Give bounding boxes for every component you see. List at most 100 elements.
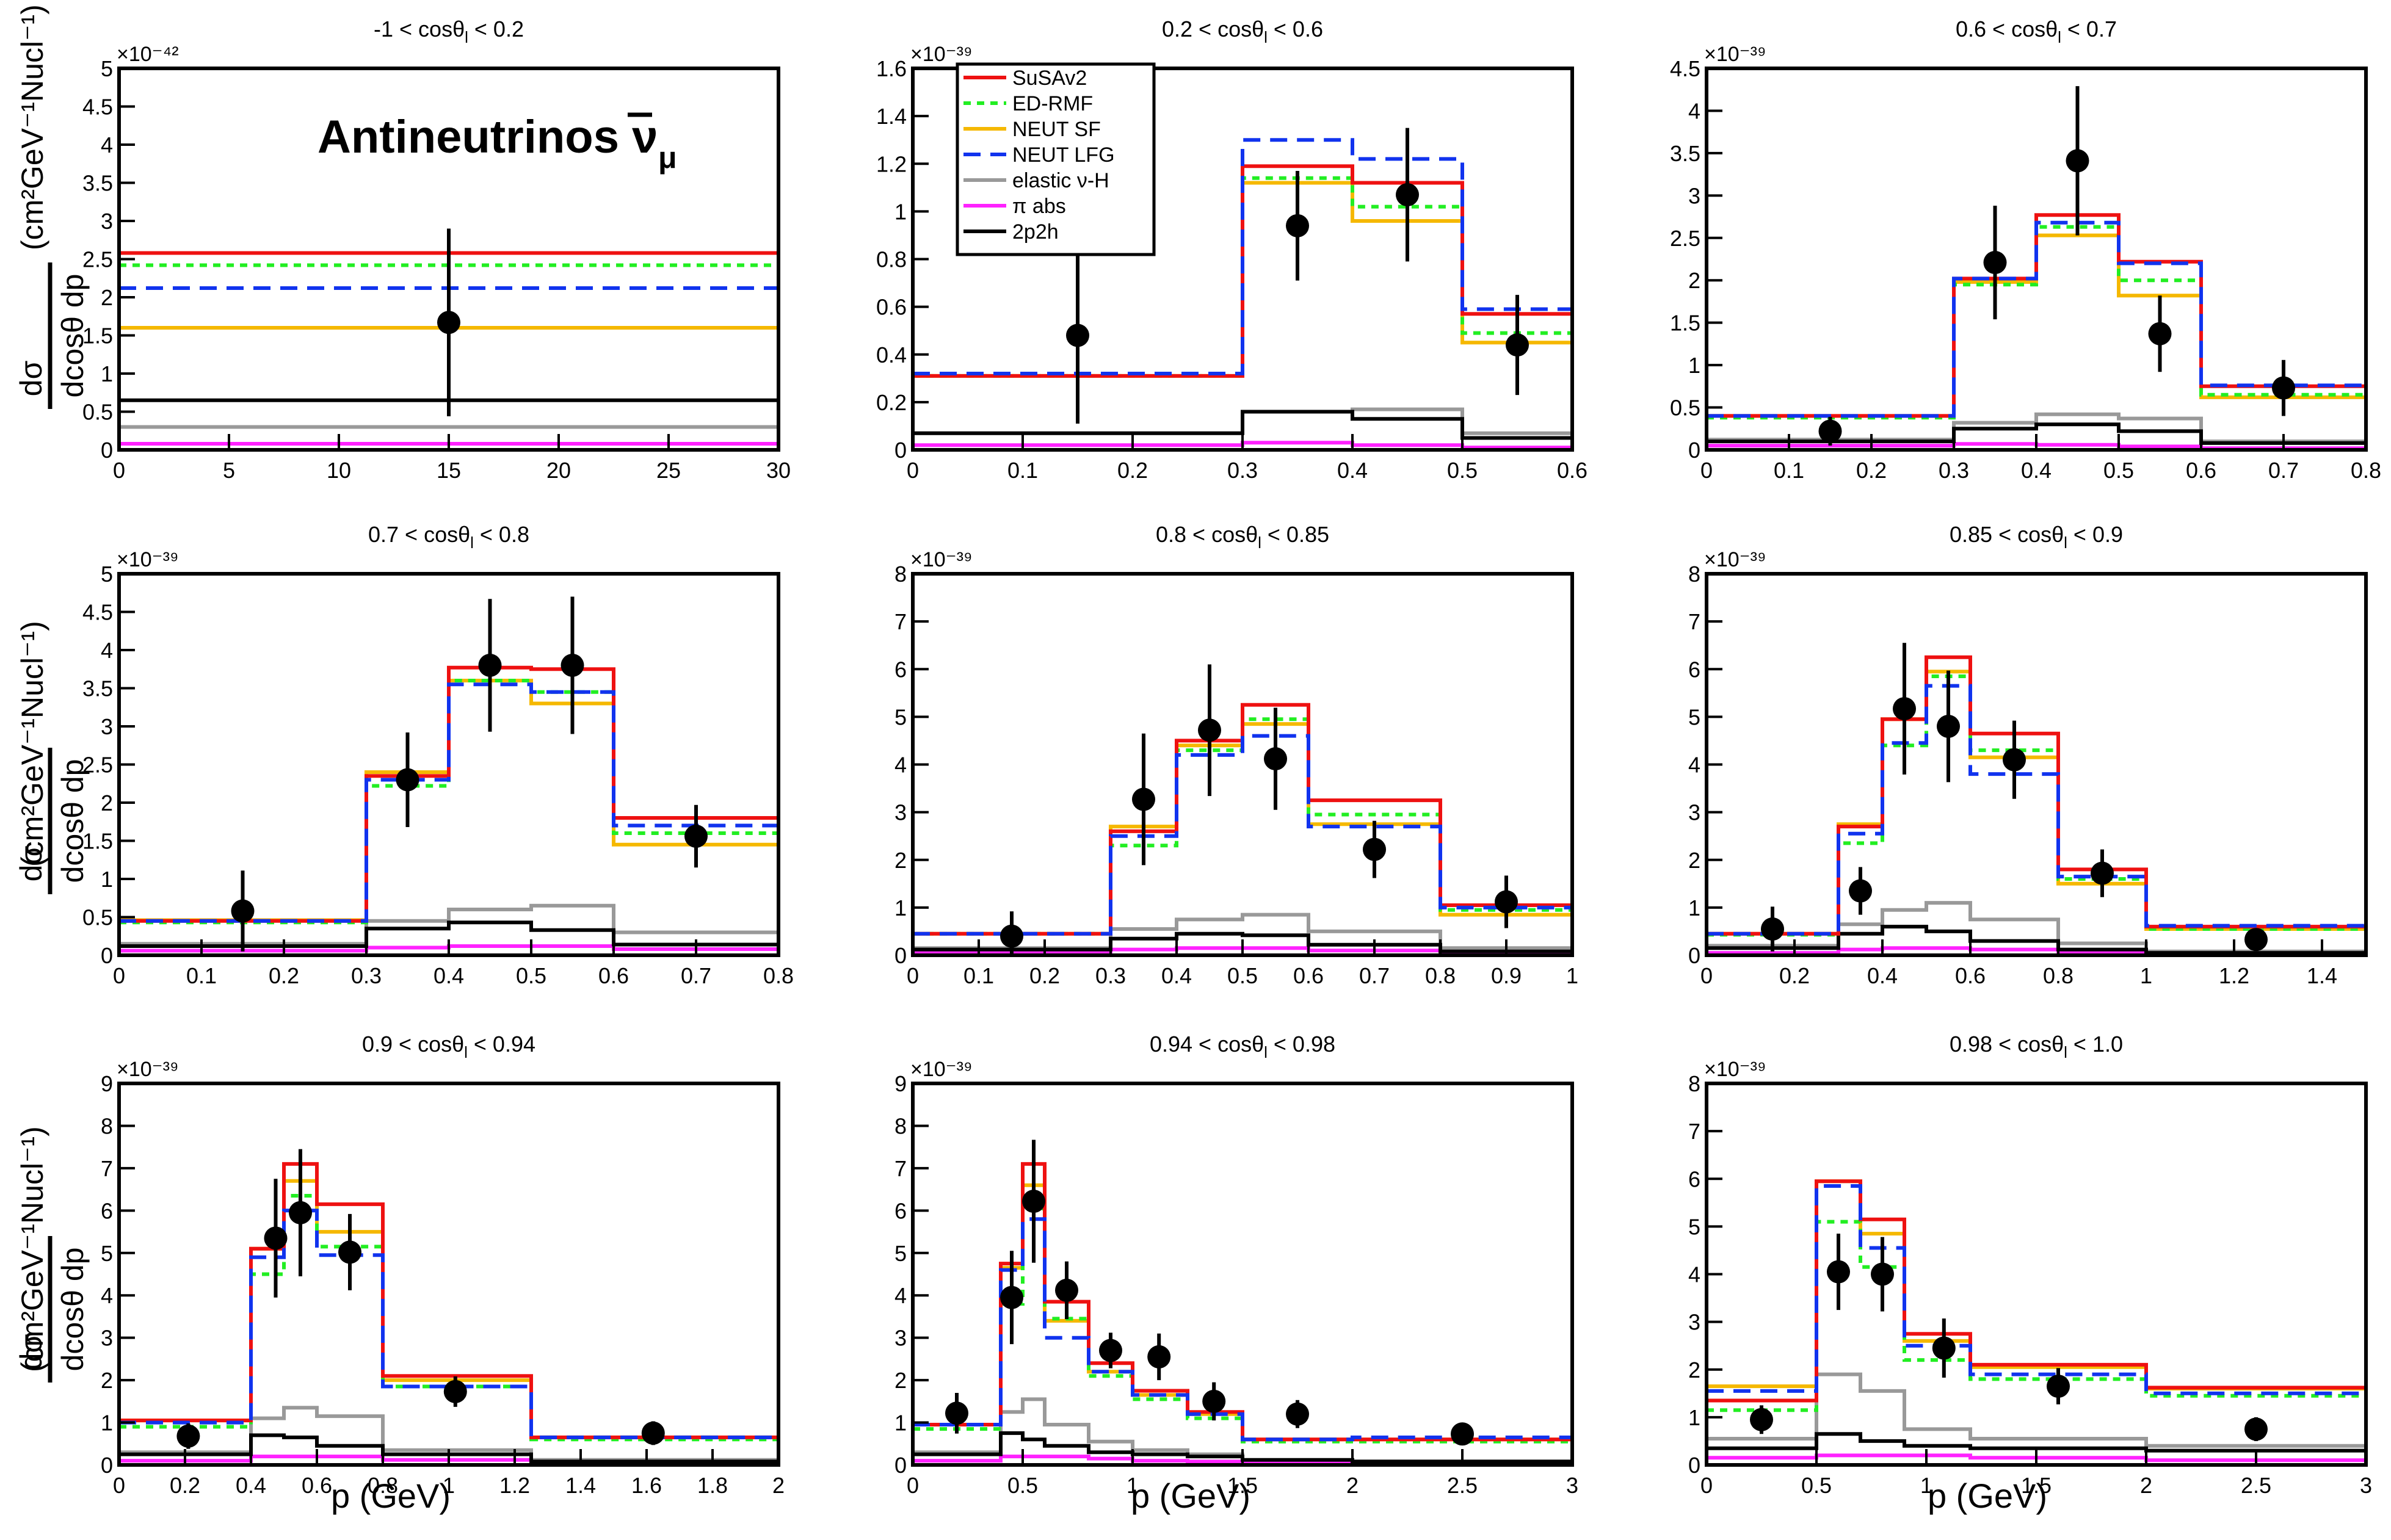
banner-subscript: μ [658, 140, 677, 175]
y-axis-fraction-row-2: dσ dcosθ dp [14, 748, 90, 894]
y-axis-denominator: dcosθ dp [56, 274, 90, 398]
y-axis-denominator: dcosθ dp [56, 759, 90, 883]
y-tick-label: 8 [1688, 1071, 1700, 1096]
x-tick-label: 0.5 [1447, 458, 1478, 483]
y-tick-label: 6 [101, 1198, 113, 1223]
x-tick-label: 0.2 [1856, 458, 1887, 483]
y-tick-label: 1 [101, 1411, 113, 1436]
data-point [1827, 1260, 1850, 1284]
data-point [1000, 924, 1023, 948]
data-point [1363, 837, 1386, 861]
x-tick-label: 0.3 [351, 963, 382, 988]
data-point [1132, 787, 1155, 811]
data-point [1264, 747, 1287, 771]
legend-box [956, 62, 1156, 256]
axis-exponent: ×10⁻³⁹ [1704, 43, 1766, 66]
panel-title: 0.98 < cosθl < 1.0 [1950, 1032, 2123, 1061]
x-tick-label: 0.3 [1095, 963, 1126, 988]
y-tick-label: 4 [101, 1283, 113, 1308]
y-tick-label: 6 [894, 1198, 907, 1223]
x-tick-label: 0.7 [2268, 458, 2299, 483]
y-tick-label: 3.5 [82, 171, 113, 196]
x-tick-label: 0.5 [1007, 1473, 1038, 1498]
y-tick-label: 3.5 [1670, 141, 1700, 166]
y-tick-label: 1.5 [1670, 311, 1700, 336]
x-tick-label: 0.6 [1293, 963, 1324, 988]
x-tick-label: 0.8 [368, 1473, 398, 1498]
x-tick-label: 0.1 [186, 963, 217, 988]
x-tick-label: 1.5 [2021, 1473, 2052, 1498]
panel-9: 0.98 < cosθl < 1.0 ×10⁻³⁹ 0 1 2 3 4 5 6 7 8 0 0.5 1 1.… [1688, 1032, 2372, 1498]
y-tick-label: 2 [101, 1368, 113, 1393]
y-tick-label: 3 [101, 714, 113, 739]
panel-title-rest: < 1.0 [2067, 1032, 2123, 1057]
data-point [1983, 251, 2007, 275]
y-tick-label: 4 [101, 132, 113, 157]
data-point [1871, 1262, 1894, 1286]
y-tick-label: 0 [1688, 1453, 1700, 1478]
y-tick-label: 7 [101, 1156, 113, 1181]
y-tick-label: 7 [894, 609, 907, 634]
panel-title: 0.7 < cosθl < 0.8 [368, 522, 529, 552]
x-tick-label: 0.2 [170, 1473, 200, 1498]
x-tick-label: 20 [546, 458, 571, 483]
panel-title: 0.9 < cosθl < 0.94 [362, 1032, 535, 1061]
x-tick-label: 0.6 [302, 1473, 332, 1498]
y-tick-label: 2.5 [82, 753, 113, 778]
panel-title: -1 < cosθl < 0.2 [374, 16, 524, 46]
y-tick-label: 2 [894, 848, 907, 873]
antineutrinos-banner: Antineutrinos ν μ [317, 111, 677, 175]
data-point [2003, 748, 2026, 772]
data-point [1451, 1422, 1474, 1446]
panel-title-main: -1 < cosθ [374, 16, 465, 42]
panel-title-rest: < 0.98 [1268, 1032, 1335, 1057]
y-tick-label: 2 [894, 1368, 907, 1393]
x-tick-label: 3 [2360, 1473, 2372, 1498]
data-point [2244, 1417, 2268, 1441]
y-tick-label: 1 [101, 361, 113, 386]
x-tick-label: 5 [223, 458, 235, 483]
data-point [945, 1401, 968, 1425]
x-tick-label: 0 [1700, 963, 1713, 988]
panel-5: 0.8 < cosθl < 0.85 ×10⁻³⁹ 0 1 2 3 4 5 6 7 8 0 0.1 0.2… [894, 522, 1578, 988]
y-axis-units: (cm²GeV⁻¹Nucl⁻¹) [15, 621, 49, 867]
x-tick-label: 0.3 [1227, 458, 1258, 483]
x-tick-label: 0 [907, 963, 919, 988]
x-tick-label: 0.2 [1117, 458, 1148, 483]
x-tick-label: 1.4 [565, 1473, 596, 1498]
y-tick-label: 5 [1688, 704, 1700, 729]
series-elastic-h [1707, 901, 2366, 953]
y-tick-label: 0 [1688, 943, 1700, 968]
y-axis-numerator: dσ [14, 361, 48, 397]
data-point [1396, 183, 1419, 207]
y-tick-label: 4 [1688, 1262, 1700, 1287]
x-tick-label: 0.4 [236, 1473, 266, 1498]
panel-title: 0.85 < cosθl < 0.9 [1950, 522, 2123, 552]
x-tick-label: 30 [766, 458, 791, 483]
y-tick-label: 0 [894, 943, 907, 968]
axis-exponent: ×10⁻³⁹ [910, 548, 973, 571]
y-tick-label: 4 [101, 638, 113, 663]
x-tick-label: 0.8 [2043, 963, 2074, 988]
y-axis-fraction-row-3: dσ dcosθ dp [14, 1236, 90, 1383]
x-tick-label: 0.1 [1007, 458, 1038, 483]
panels-group: -1 < cosθl < 0.2×10⁻⁴²00.511.522.533.544… [82, 16, 2381, 1498]
y-axis-label-row-2: (cm²GeV⁻¹Nucl⁻¹) [15, 621, 49, 867]
y-tick-label: 7 [1688, 1119, 1700, 1144]
y-tick-label: 0 [894, 1453, 907, 1478]
data-point [1099, 1339, 1122, 1362]
panel-title-sub: l [1258, 533, 1261, 552]
panel-title-main: 0.6 < cosθ [1956, 16, 2058, 42]
legend-label: SuSAv2 [1012, 67, 1087, 90]
y-tick-label: 1.2 [876, 151, 907, 176]
panel-title-main: 0.8 < cosθ [1156, 522, 1258, 547]
panel-title-main: 0.2 < cosθ [1162, 16, 1264, 42]
data-point [2091, 861, 2114, 885]
panel-title-main: 0.94 < cosθ [1150, 1032, 1264, 1057]
panel-title-sub: l [470, 533, 474, 552]
y-tick-label: 0.6 [876, 295, 907, 320]
y-tick-label: 2 [101, 285, 113, 310]
data-point [641, 1421, 665, 1445]
